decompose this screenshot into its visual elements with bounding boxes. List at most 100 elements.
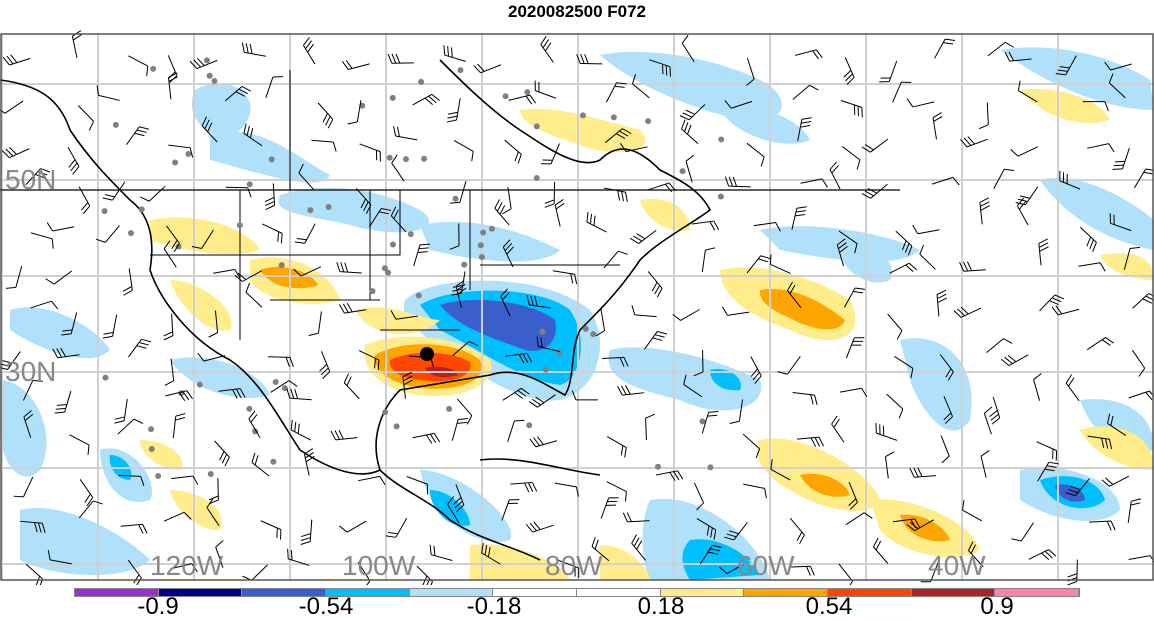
station-dot [113,122,119,128]
wind-barb [1037,442,1057,461]
barb-shaft [305,224,315,243]
wind-barb [215,441,230,466]
wind-barb [607,437,626,458]
station-dot [453,196,459,202]
colorbar-label: -0.18 [467,593,522,621]
station-dot [707,464,713,470]
barb-feather [364,581,370,585]
barb-feather [847,581,852,585]
station-dot [655,464,661,470]
barb-feather [88,445,89,455]
barb-feather [1090,240,1094,249]
wind-barb [987,339,1013,353]
station-dot [247,181,253,187]
station-dot [461,262,467,268]
wind-barb [502,500,519,521]
wind-barb [644,331,667,349]
wind-barb [1133,293,1154,308]
barb-feather [800,535,805,544]
barb-feather [967,262,971,271]
wind-barb [795,50,822,59]
colorbar-label: 0.54 [806,593,853,621]
barb-shaft [9,58,30,65]
barb-shaft [310,520,312,542]
wind-barb [888,314,902,340]
barb-feather [216,540,224,547]
barb-shaft [587,222,607,232]
barb-feather [707,415,717,416]
barb-feather [222,454,226,463]
wind-barb [444,45,466,61]
barb-shaft [994,169,1004,188]
barb-feather [337,262,340,272]
barb-shaft [168,55,177,75]
barb-feather [618,386,623,395]
barb-shaft [344,383,359,399]
barb-shaft [1025,187,1037,205]
barb-feather [348,122,358,124]
barb-shaft [226,187,248,188]
barb-feather [515,152,518,161]
barb-feather [934,116,943,121]
wind-barb [646,414,655,440]
barb-shaft [54,271,72,284]
barb-feather [143,524,147,533]
barb-feather [1055,295,1064,299]
barb-feather [1111,521,1115,530]
barb-feather [392,54,396,63]
barb-feather [796,211,806,212]
station-dot [446,406,452,412]
wind-barb [454,140,473,161]
barb-feather [920,245,924,254]
wind-barb [165,391,192,401]
barb-feather [472,151,473,161]
station-dot [370,288,376,294]
barb-feather [1004,169,1014,170]
station-dot [503,93,509,99]
barb-feather [899,409,903,418]
colorbar-label: -0.9 [137,593,178,621]
barb-shaft [873,547,887,564]
wind-barb [173,414,185,438]
barb-feather [1067,582,1076,585]
barb-shaft [648,183,669,190]
barb-feather [250,44,252,54]
wind-barb [541,36,554,62]
barb-feather [295,389,298,399]
barb-feather [680,116,689,120]
barb-feather [710,222,715,231]
wind-barb [526,522,553,532]
barb-feather [46,279,54,284]
barb-shaft [1078,263,1100,266]
barb-feather [709,411,719,412]
wind-barb [252,453,269,476]
barb-feather [733,177,736,186]
barb-feather [248,188,251,197]
barb-shaft [607,437,626,448]
barb-feather [1107,521,1111,530]
station-dot [394,423,400,429]
barb-shaft [318,311,321,333]
barb-feather [873,538,878,547]
barb-feather [853,292,863,293]
wind-barb [830,162,840,189]
wind-barb [457,399,471,424]
colorbar [74,588,1080,597]
barb-feather [388,54,392,63]
barb-shaft [1134,169,1145,188]
barb-feather [255,455,258,465]
wind-barb [960,137,987,147]
barb-feather [800,125,810,127]
barb-feather [625,448,627,458]
barb-shaft [266,77,273,98]
barb-shaft [841,100,862,107]
barb-feather [1040,247,1049,252]
barb-feather [981,206,990,211]
barb-feather [637,234,646,239]
lat-label-30n: 30N [5,358,56,386]
wind-barb [601,498,619,519]
wind-barb [555,199,564,226]
barb-shaft [252,565,268,580]
wind-barb [388,54,414,63]
barb-feather [502,209,511,214]
